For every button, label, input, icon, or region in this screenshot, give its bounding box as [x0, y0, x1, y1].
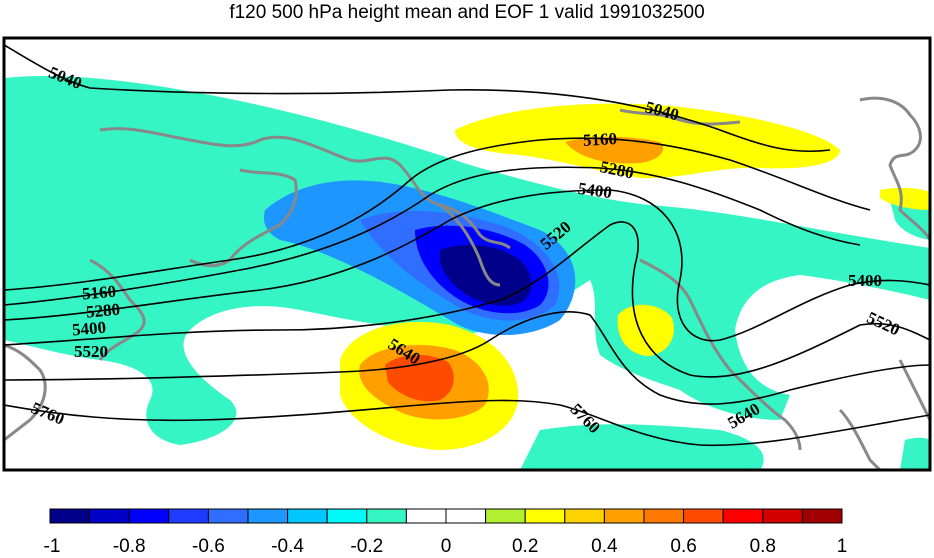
shade-pos-0.2b	[617, 304, 674, 356]
contour-5400	[4, 189, 930, 342]
coastline-west	[4, 343, 47, 442]
colorbar-bin	[128, 508, 170, 524]
colorbar-bin	[49, 508, 91, 524]
coastline-north-3	[619, 108, 741, 126]
contour-5280	[4, 166, 861, 306]
colorbar-bin	[603, 508, 645, 524]
contour-label-5400a: 5400	[71, 318, 107, 340]
shade-neg-0.2b	[4, 259, 110, 306]
colorbar-tick-label: 0.4	[591, 536, 618, 557]
colorbar-tick-label: 0.8	[749, 536, 777, 557]
map-title: f120 500 hPa height mean and EOF 1 valid…	[229, 2, 705, 23]
colorbar-bin	[326, 508, 368, 524]
coastline-central	[439, 203, 501, 287]
colorbar	[49, 508, 843, 524]
coastline-north-2	[189, 168, 298, 268]
contour-label-5760a: 5760	[28, 398, 67, 428]
contour-label-5280a: 5280	[85, 300, 121, 322]
colorbar-tick-label: 0.2	[511, 536, 539, 557]
colorbar-bin	[683, 508, 724, 524]
colorbar-bin	[564, 508, 605, 524]
colorbar-tick-label: -0.4	[271, 536, 304, 557]
colorbar-tick-label: -0.8	[112, 536, 146, 557]
colorbar-bin	[405, 508, 447, 524]
contour-label-5160a: 5160	[81, 282, 117, 304]
colorbar-bin	[366, 508, 407, 524]
contour-5520	[4, 221, 930, 378]
map-frame	[2, 36, 932, 472]
shade-pos-0.4a	[565, 136, 664, 164]
contour-5640	[4, 311, 930, 405]
colorbar-bin	[722, 508, 764, 524]
contour-label-5400b: 5400	[577, 179, 613, 203]
coastline-east-3	[838, 408, 882, 470]
coastline-east-2	[859, 96, 930, 241]
colorbar-bin	[168, 508, 209, 524]
colorbar-tick-label: 0	[440, 536, 452, 557]
colorbar-bin	[801, 508, 843, 524]
colorbar-bin	[762, 508, 803, 524]
shade-pos-0.2c	[880, 187, 930, 210]
contour-label-5160b: 5160	[582, 129, 617, 150]
colorbar-bin	[207, 508, 249, 524]
contour-5040	[4, 44, 831, 153]
colorbar-tick-label: -0.2	[350, 536, 384, 557]
contour-5760	[4, 399, 930, 447]
contour-5160	[4, 137, 871, 291]
colorbar-tick-label: -0.6	[192, 536, 225, 557]
colorbar-bin	[247, 508, 289, 524]
shade-neg-0.2e	[900, 437, 930, 470]
colorbar-tick-label: 1	[836, 536, 848, 557]
colorbar-tick-label: 0.6	[670, 536, 697, 557]
colorbar-bin	[643, 508, 685, 524]
colorbar-bin	[287, 508, 328, 524]
shade-neg-0.2d	[270, 250, 307, 275]
shading-layer	[4, 75, 930, 470]
contour-label-5520a: 5520	[74, 342, 108, 361]
colorbar-bin	[485, 508, 526, 524]
contour-label-5520c: 5520	[864, 308, 903, 340]
contour-layer	[4, 44, 930, 447]
coastline-east-4	[898, 359, 930, 421]
colorbar-bin	[89, 508, 130, 524]
colorbar-bin	[445, 508, 487, 524]
colorbar-tick-label: -1	[43, 536, 61, 557]
coastline-north-1	[99, 127, 511, 250]
shade-neg-0.2c	[520, 424, 764, 470]
contour-label-5400c: 5400	[848, 271, 882, 290]
colorbar-bin	[524, 508, 566, 524]
